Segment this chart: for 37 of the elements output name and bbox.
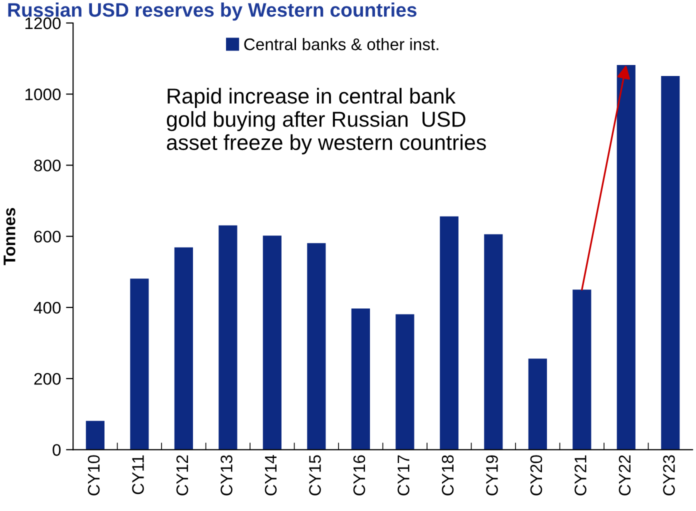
x-tick-label: CY11 — [132, 455, 144, 494]
annotation: Rapid increase in central bank gold buying after Russian USD asset freeze by western countries — [166, 88, 486, 154]
y-tick-label: 400 — [34, 302, 61, 314]
x-tick-label: CY17 — [398, 455, 410, 496]
bar — [86, 420, 104, 450]
bar — [262, 236, 282, 450]
x-tick-label: CY23 — [663, 455, 675, 496]
x-tick-label: CY22 — [618, 455, 631, 496]
x-tick-label: CY12 — [176, 455, 188, 496]
x-tick-label: CY13 — [220, 455, 232, 496]
y-tick-label: 1000 — [25, 88, 61, 100]
bar — [351, 308, 370, 450]
bar — [484, 234, 503, 450]
bar — [307, 243, 326, 450]
x-tick-label: CY10 — [88, 455, 100, 496]
y-tick-label: 600 — [34, 230, 61, 243]
bar — [572, 290, 592, 450]
x-tick-label: CY21 — [574, 455, 586, 496]
y-tick-label: 800 — [34, 160, 61, 172]
x-tick-label: CY20 — [530, 455, 542, 496]
bar — [174, 247, 193, 450]
x-tick-label: CY15 — [309, 455, 321, 496]
bar — [396, 314, 414, 450]
y-tick-label: 0 — [52, 444, 61, 456]
x-tick-label: CY16 — [353, 455, 366, 496]
y-axis-title: Tonnes — [4, 208, 16, 266]
legend-label: Central banks & other inst. — [244, 38, 438, 50]
y-tick-label: 200 — [34, 372, 61, 385]
x-tick-label: CY19 — [486, 455, 498, 496]
bar — [218, 225, 238, 450]
bar — [661, 76, 680, 450]
x-tick-label: CY18 — [442, 455, 454, 496]
bar — [616, 64, 636, 450]
x-tick-label: CY14 — [264, 455, 277, 496]
bar — [130, 278, 149, 450]
bar — [528, 358, 547, 450]
bar — [440, 216, 458, 450]
